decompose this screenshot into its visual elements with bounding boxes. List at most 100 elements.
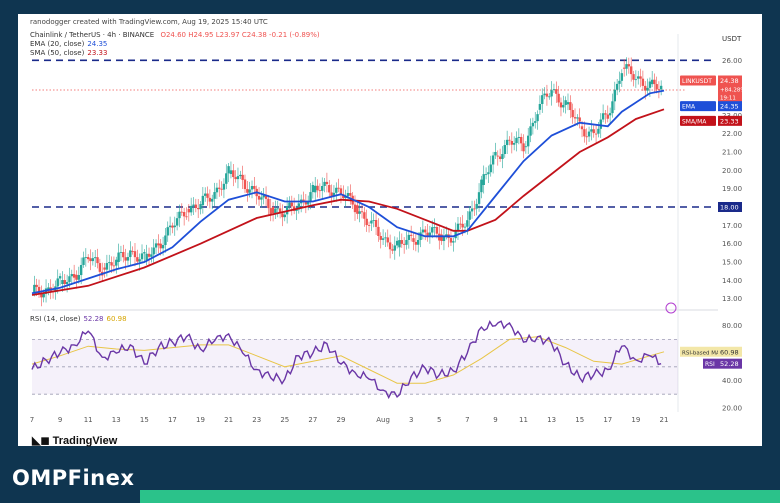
candle (522, 143, 525, 152)
candle (659, 85, 663, 90)
candle (290, 202, 294, 207)
candle (180, 211, 183, 213)
candle (388, 242, 392, 250)
rsi-legend: RSI (14, close) 52.28 60.98 (30, 315, 127, 323)
candle (489, 164, 492, 173)
candle (220, 188, 223, 190)
price-tag-value: 24.35 (720, 103, 739, 111)
candle (63, 280, 66, 285)
x-tick-label: 11 (84, 416, 93, 424)
price-tag-box (718, 75, 742, 104)
candle (527, 135, 530, 147)
rsi-tick-label: 20.00 (722, 404, 742, 412)
x-tick-label: 7 (30, 416, 34, 424)
candle (93, 257, 97, 259)
candle (599, 119, 602, 129)
candle (503, 145, 506, 155)
rsi-line (31, 320, 662, 400)
candle (416, 239, 420, 245)
candle (569, 102, 572, 111)
price-tag-box (718, 202, 742, 212)
x-tick-label: 15 (140, 416, 149, 424)
price-tick-label: 14.00 (722, 277, 742, 285)
sma-line (31, 108, 665, 296)
candle (580, 126, 584, 130)
candle (37, 286, 41, 294)
candle (648, 81, 652, 88)
candle (316, 185, 319, 191)
rsi-ma-line (31, 336, 665, 384)
candle (620, 73, 624, 81)
sma-legend: SMA (50, close) 23.33 (30, 49, 107, 57)
candle (632, 74, 635, 80)
candle (564, 100, 567, 105)
candle (70, 274, 73, 277)
candle (124, 257, 127, 261)
candle (650, 79, 654, 85)
price-tag-box (718, 115, 742, 126)
candle (86, 257, 90, 260)
candle (225, 173, 228, 184)
candle (262, 194, 265, 198)
candle (260, 197, 263, 200)
candle (133, 251, 137, 258)
x-tick-label: 9 (493, 416, 497, 424)
x-tick-label: 21 (659, 416, 668, 424)
rsi-tag-label-box (703, 358, 718, 369)
candle (283, 214, 286, 218)
candle (241, 174, 244, 180)
candle (391, 249, 394, 251)
x-tick-label: 29 (336, 416, 345, 424)
candle (323, 181, 326, 186)
candle (529, 126, 532, 136)
candle (356, 205, 359, 214)
candle (72, 274, 76, 278)
x-tick-label: Aug (376, 416, 390, 424)
candle (646, 87, 649, 91)
price-tick-label: 13.00 (722, 295, 742, 303)
price-tag-value: 24.38 (720, 77, 739, 85)
candle (519, 136, 523, 144)
candle (365, 218, 368, 226)
candle (442, 236, 446, 242)
candle (395, 240, 399, 246)
x-tick-label: 23 (252, 416, 261, 424)
candle (405, 239, 408, 245)
candle (433, 227, 436, 228)
candle (449, 238, 453, 243)
candle (239, 174, 242, 177)
candle (276, 208, 279, 210)
candle (267, 198, 270, 209)
candle (330, 192, 333, 197)
candle (349, 193, 352, 196)
symbol-name: Chainlink / TetherUS · 4h · BINANCE (30, 31, 155, 39)
x-tick-label: 17 (168, 416, 177, 424)
candle (409, 234, 413, 236)
candle (360, 211, 364, 213)
candle (173, 225, 176, 228)
candle (431, 227, 434, 233)
candle (346, 193, 350, 197)
candle (96, 257, 99, 264)
x-tick-label: 27 (308, 416, 317, 424)
candle (657, 89, 661, 90)
price-chart-svg[interactable]: 26.0025.0024.0023.0022.0021.0020.0019.00… (18, 14, 762, 446)
candle (491, 155, 495, 165)
candle (325, 181, 329, 185)
candle (182, 212, 186, 217)
candle (353, 204, 357, 213)
sma-label: SMA (50, close) (30, 49, 85, 57)
candle (562, 104, 565, 108)
candle (154, 243, 158, 248)
chart-card: ranodogger created with TradingView.com,… (18, 14, 762, 447)
candle (91, 258, 95, 262)
candle (157, 243, 160, 246)
candle (192, 204, 195, 206)
candle (531, 122, 535, 127)
candle (318, 190, 322, 192)
price-tag-value: 18.00 (720, 204, 739, 212)
candle (637, 76, 640, 79)
candle (613, 89, 617, 102)
candle (147, 253, 151, 257)
candle (138, 259, 141, 262)
